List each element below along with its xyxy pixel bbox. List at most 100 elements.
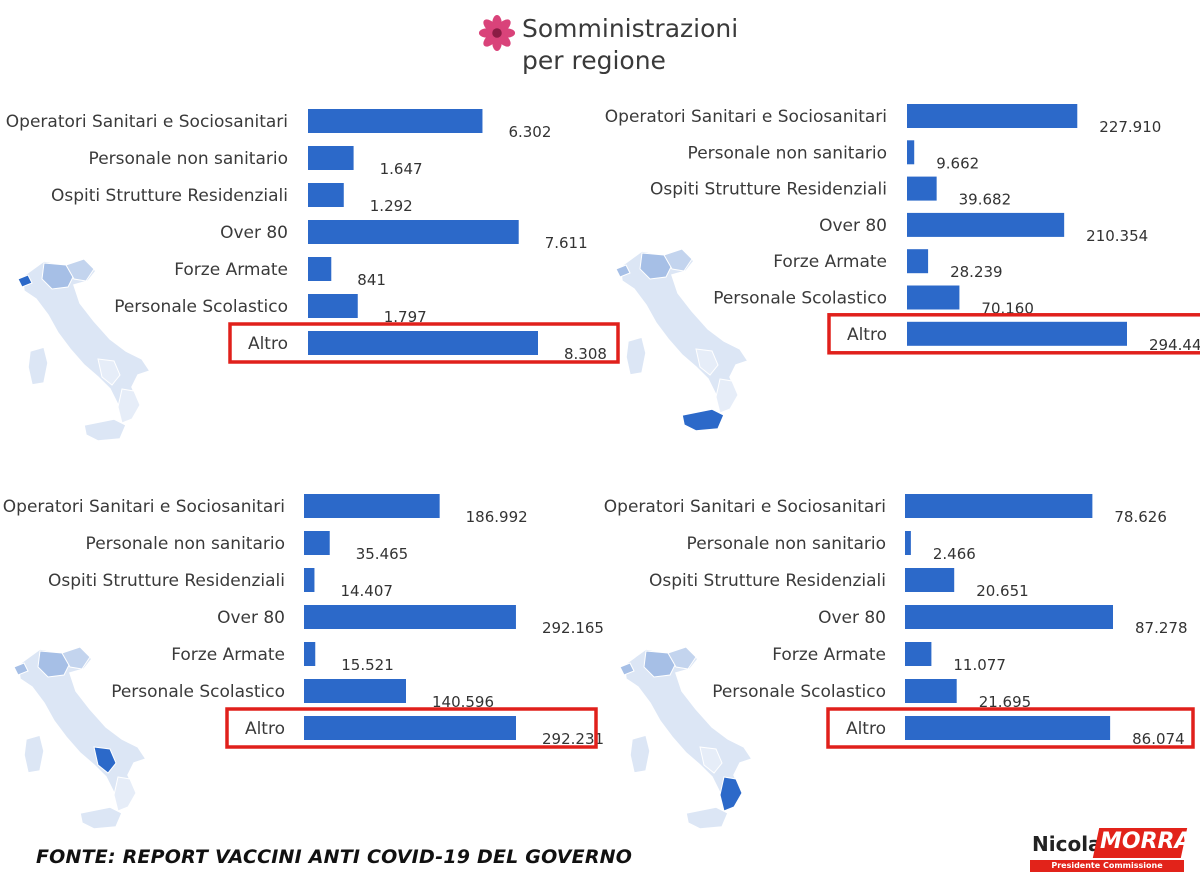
map-aosta <box>17 274 33 288</box>
map-mainland <box>21 258 152 425</box>
bar <box>907 249 929 274</box>
value-label: 227.910 <box>1099 118 1161 136</box>
category-label: Forze Armate <box>174 260 288 280</box>
category-label: Personale Scolastico <box>713 289 887 309</box>
value-label: 140.596 <box>432 693 494 711</box>
category-label: Personale Scolastico <box>111 682 285 702</box>
bar <box>308 183 344 207</box>
map-aosta <box>13 662 29 676</box>
bar <box>905 568 955 592</box>
value-label: 186.992 <box>466 508 528 526</box>
map-mainland <box>623 646 754 813</box>
value-label: 11.077 <box>953 656 1006 674</box>
category-label: Forze Armate <box>772 645 886 665</box>
brand-subtitle: Presidente Commissione Antimafia <box>1030 860 1184 882</box>
bar <box>905 642 932 666</box>
category-label: Over 80 <box>217 608 285 628</box>
bar-chart: Operatori Sanitari e Sociosanitari 227.91… <box>605 104 1200 355</box>
value-label: 1.797 <box>384 308 427 326</box>
bar <box>905 716 1111 740</box>
italy-map-icon <box>13 646 148 830</box>
value-label: 210.354 <box>1086 227 1148 245</box>
value-label: 14.407 <box>340 582 393 600</box>
italy-map-icon <box>619 646 754 830</box>
bar <box>304 605 516 629</box>
value-label: 292.231 <box>542 730 604 748</box>
category-label: Altro <box>248 334 288 354</box>
brand-first-name: Nicola <box>1032 832 1102 856</box>
category-label: Personale non sanitario <box>89 149 288 169</box>
bar-chart: Operatori Sanitari e Sociosanitari 186.99… <box>3 494 604 749</box>
chart-panel-1: Operatori Sanitari e Sociosanitari 6.302 P… <box>0 95 620 465</box>
italy-map-icon <box>615 248 750 432</box>
category-label: Personale non sanitario <box>688 143 887 163</box>
value-label: 70.160 <box>981 300 1034 318</box>
map-veneto <box>663 248 693 272</box>
value-label: 292.165 <box>542 619 604 637</box>
page-title: Somministrazioni <box>522 14 739 43</box>
map-sicily <box>83 418 127 442</box>
bar-chart: Operatori Sanitari e Sociosanitari 78.626… <box>604 494 1195 749</box>
category-label: Operatori Sanitari e Sociosanitari <box>605 107 887 127</box>
bar <box>308 294 358 318</box>
category-label: Operatori Sanitari e Sociosanitari <box>3 497 285 517</box>
category-label: Altro <box>245 719 285 739</box>
bar <box>308 146 354 170</box>
bar <box>304 494 440 518</box>
bar <box>304 716 516 740</box>
brand-logo: Nicola MORRA Presidente Commissione Anti… <box>1026 826 1192 882</box>
map-veneto <box>65 258 95 282</box>
category-label: Over 80 <box>220 223 288 243</box>
bar <box>907 140 915 165</box>
bar <box>905 494 1093 518</box>
bar <box>907 321 1127 346</box>
map-campania <box>97 358 121 386</box>
bar <box>308 220 519 244</box>
flower-icon <box>478 14 516 52</box>
value-label: 35.465 <box>356 545 409 563</box>
bar <box>308 109 483 133</box>
map-campania <box>695 348 719 376</box>
map-calabria <box>113 776 137 812</box>
category-label: Ospiti Strutture Residenziali <box>51 186 288 206</box>
map-calabria <box>117 388 141 424</box>
bar <box>907 285 960 310</box>
value-label: 841 <box>357 271 386 289</box>
value-label: 20.651 <box>976 582 1029 600</box>
bar <box>308 257 332 281</box>
map-sardinia <box>625 336 647 376</box>
value-label: 15.521 <box>341 656 394 674</box>
map-sicily <box>79 806 123 830</box>
bar <box>905 605 1113 629</box>
bar <box>905 531 911 555</box>
bar <box>304 568 315 592</box>
map-campania <box>699 746 723 774</box>
map-sicily <box>685 806 729 830</box>
value-label: 9.662 <box>936 154 979 172</box>
map-sardinia <box>27 346 49 386</box>
bar-chart: Operatori Sanitari e Sociosanitari 6.302 P… <box>6 109 620 364</box>
value-label: 7.611 <box>545 234 588 252</box>
bar <box>907 104 1078 128</box>
category-label: Altro <box>847 325 887 345</box>
category-label: Over 80 <box>819 216 887 236</box>
map-veneto <box>667 646 697 670</box>
map-aosta <box>619 662 635 676</box>
category-label: Personale Scolastico <box>114 297 288 317</box>
bar <box>905 679 957 703</box>
value-label: 294.449 <box>1149 336 1200 354</box>
value-label: 78.626 <box>1114 508 1167 526</box>
highlight-box <box>225 707 598 749</box>
source-note: FONTE: REPORT VACCINI ANTI COVID-19 DEL … <box>36 846 633 868</box>
value-label: 86.074 <box>1132 730 1185 748</box>
value-label: 2.466 <box>933 545 976 563</box>
map-sardinia <box>629 734 651 774</box>
category-label: Operatori Sanitari e Sociosanitari <box>6 112 288 132</box>
value-label: 1.292 <box>370 197 413 215</box>
bar <box>907 176 937 201</box>
page-subtitle: per regione <box>522 46 666 75</box>
bar <box>308 331 538 355</box>
category-label: Altro <box>846 719 886 739</box>
map-mainland <box>17 646 148 813</box>
highlight-box <box>827 313 1200 355</box>
